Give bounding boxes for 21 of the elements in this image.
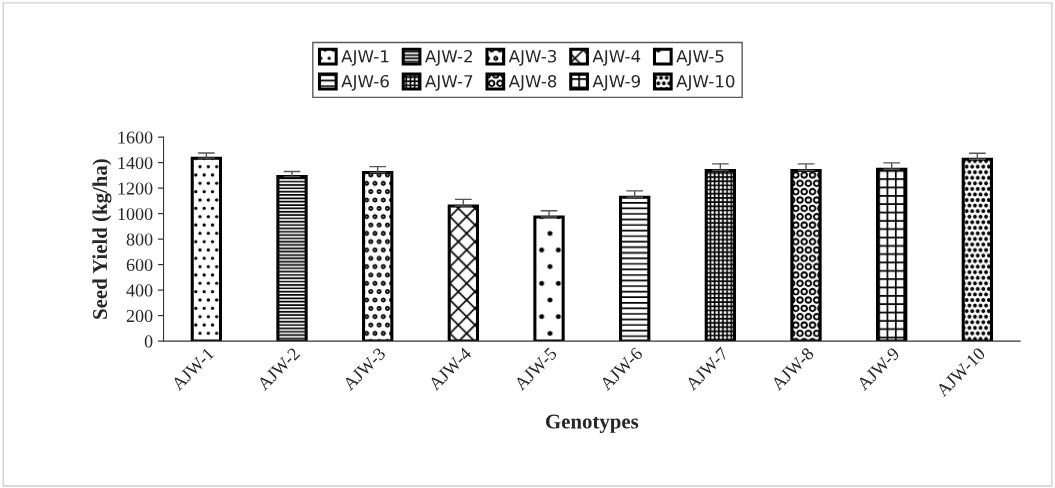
legend-label: AJW-1 [341,50,389,66]
y-tick-label: 0 [144,335,153,348]
legend-label: AJW-5 [676,50,724,66]
legend-label: AJW-10 [676,74,735,91]
y-tick-label: 200 [126,309,153,323]
y-tick-label: 800 [126,233,153,246]
y-tick-label: 1400 [118,156,153,170]
y-tick-label: 400 [126,284,153,297]
y-tick-label: 600 [126,258,153,272]
y-tick-label: 1600 [118,131,153,144]
legend-label: AJW-2 [425,49,472,66]
legend-label: AJW-4 [592,50,641,66]
x-axis-title: Genotypes [546,414,639,433]
y-axis-title: Seed Yield (kg/ha) [92,159,112,319]
y-tick-label: 1200 [118,182,153,195]
y-tick-label: 1000 [118,207,153,221]
legend-label: AJW-3 [508,49,557,66]
legend-label: AJW-6 [341,74,389,91]
legend-label: AJW-8 [508,74,557,91]
legend-label: AJW-9 [592,74,640,91]
legend-label: AJW-7 [425,75,473,91]
